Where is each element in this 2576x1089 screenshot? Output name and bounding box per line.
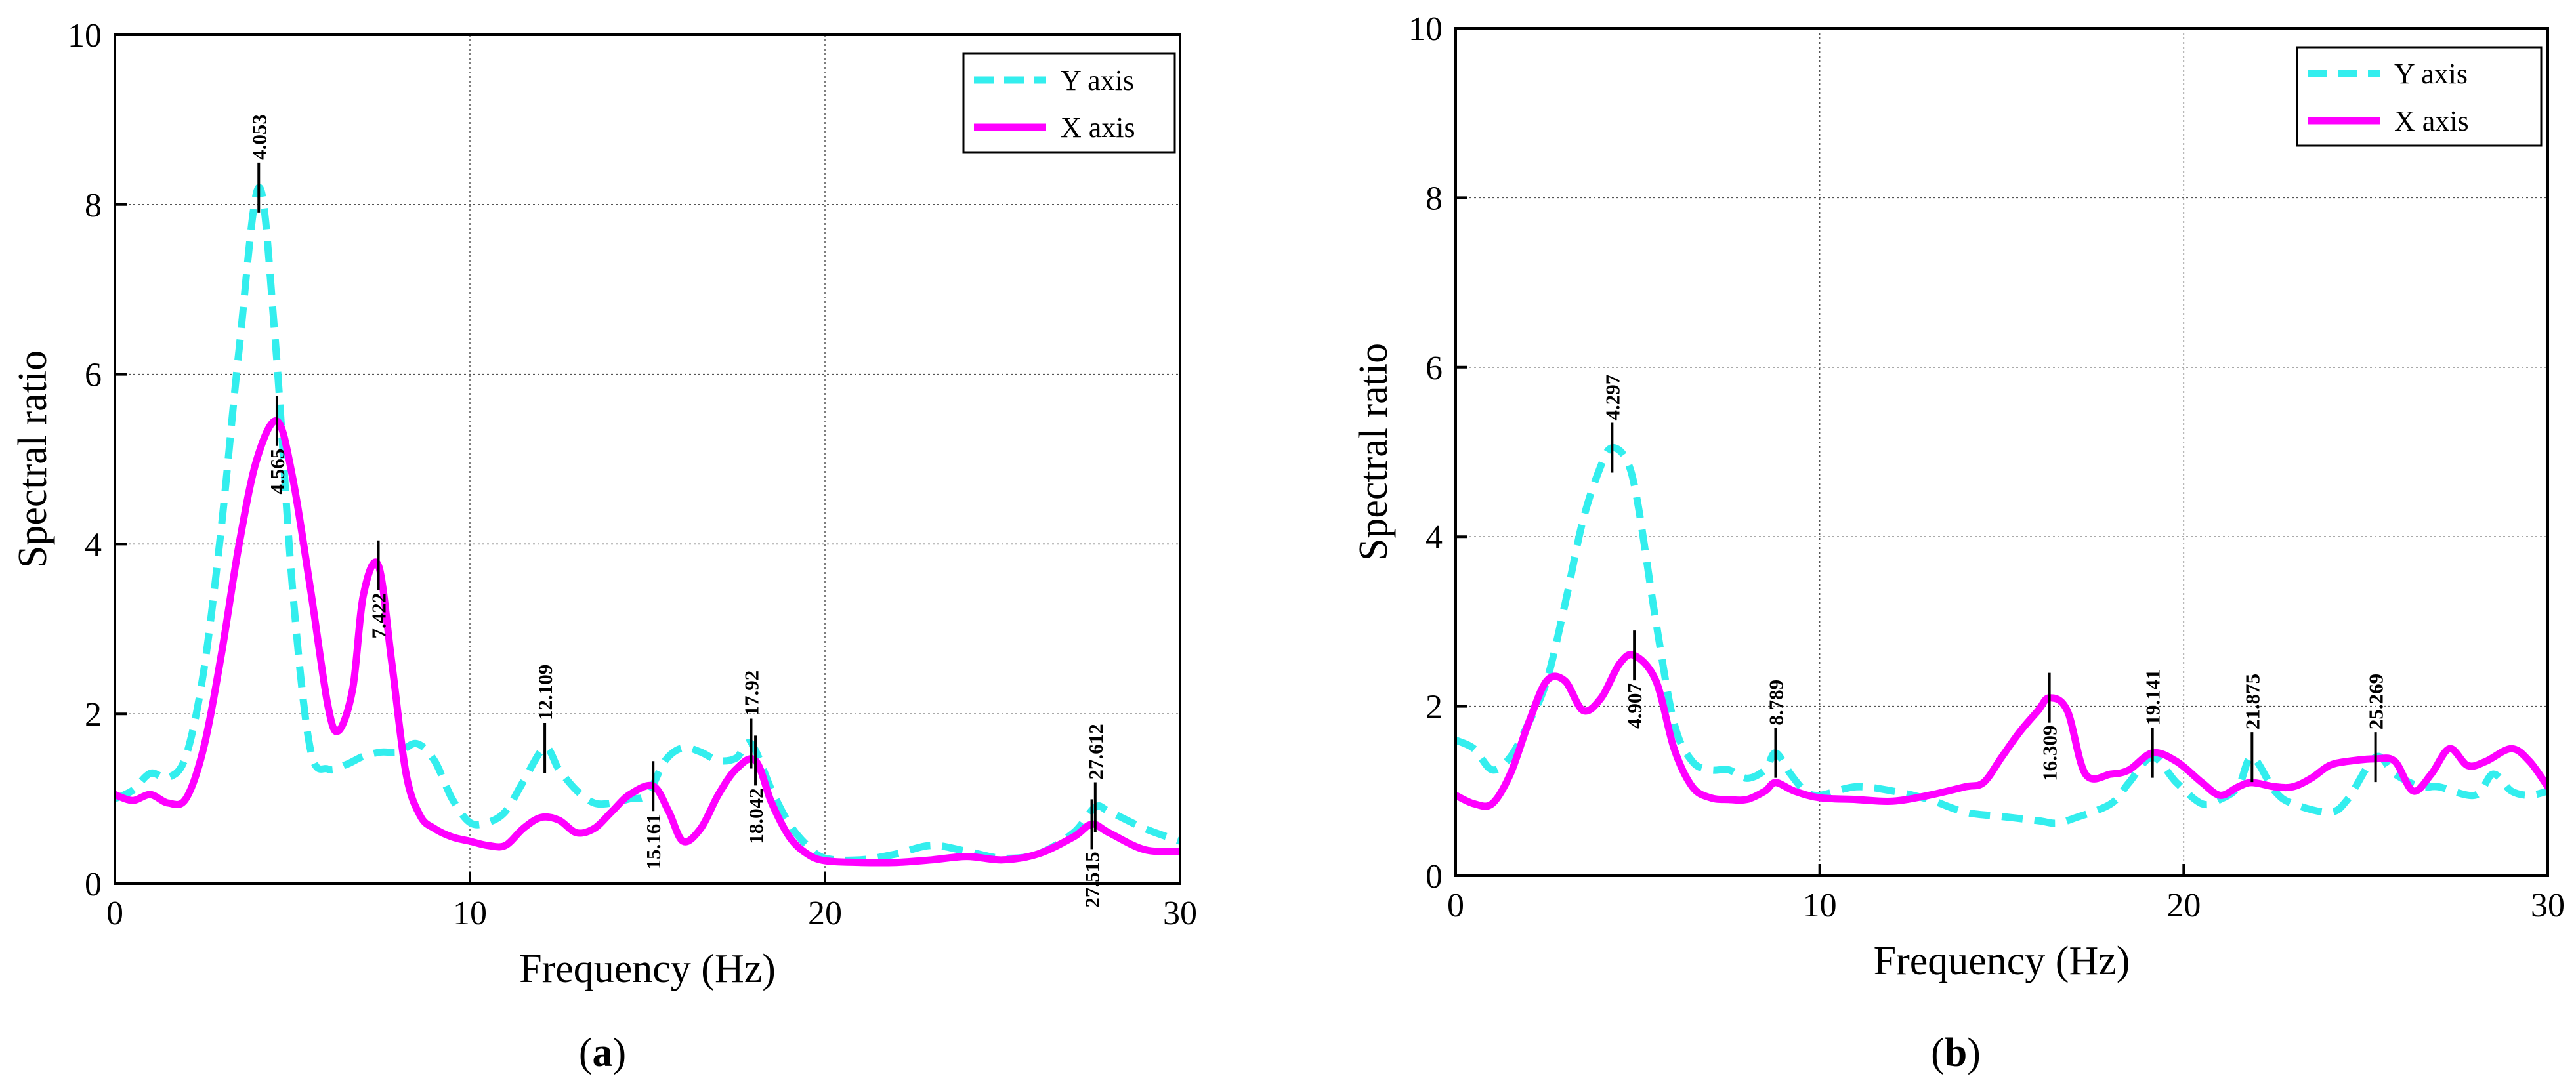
y-tick-label: 6 [1425, 350, 1443, 387]
peak-label: 17.92 [740, 670, 763, 716]
y-tick-label: 10 [1408, 10, 1443, 48]
peak-label: 21.875 [2241, 674, 2264, 729]
legend-box [962, 52, 1176, 154]
y-tick-label: 0 [1425, 858, 1443, 895]
peak-label: 4.907 [1623, 683, 1646, 729]
x-tick-label: 0 [1447, 887, 1464, 924]
plot-frame [114, 33, 1181, 885]
x-tick-label: 30 [2531, 887, 2565, 924]
y-axis-label: Spectral ratio [1351, 343, 1396, 561]
x-tick-label: 10 [1803, 887, 1837, 924]
peak-label: 12.109 [534, 665, 557, 720]
panel-b-series-group [1456, 443, 2548, 827]
peak-label: 27.515 [1081, 852, 1104, 907]
legend: Y axis X axis [2296, 46, 2543, 147]
peak-label: 25.269 [2365, 674, 2388, 729]
y-tick-label: 10 [68, 17, 102, 54]
series-line-y-axis [115, 184, 1180, 864]
peak-label: 18.042 [744, 788, 767, 844]
legend-label: Y axis [1061, 64, 1134, 96]
legend-label: X axis [2394, 105, 2469, 137]
y-tick-label: 6 [85, 357, 102, 394]
peak-label: 15.161 [642, 813, 665, 869]
panel-a-series-group [115, 184, 1180, 867]
y-tick-label: 8 [85, 187, 102, 224]
legend-label: X axis [1061, 112, 1135, 144]
panel-label: (b) [1931, 1031, 1981, 1075]
series-line-x-axis [115, 417, 1180, 867]
legend-label: Y axis [2394, 58, 2468, 90]
y-tick-label: 0 [85, 866, 102, 903]
series-line-x-axis [1456, 651, 2548, 810]
x-axis-label: Frequency (Hz) [1874, 939, 2130, 983]
peak-label: 4.297 [1601, 375, 1624, 421]
y-axis-label: Spectral ratio [11, 350, 55, 568]
y-tick-label: 4 [1425, 519, 1443, 556]
y-tick-label: 2 [85, 696, 102, 733]
peak-label: 16.309 [2038, 726, 2061, 781]
legend: Y axis X axis [962, 52, 1176, 154]
x-tick-label: 0 [106, 895, 123, 932]
peak-label: 4.053 [247, 114, 270, 160]
peak-label: 8.789 [1764, 680, 1787, 726]
chart-panel-b: 4.297 4.907 8.789 16.309 19.141 21.875 25.269 0… [1351, 10, 2565, 1075]
y-tick-label: 2 [1425, 689, 1443, 726]
y-tick-label: 8 [1425, 180, 1443, 217]
panel-label: (a) [579, 1031, 626, 1075]
y-tick-label: 4 [85, 526, 102, 564]
x-tick-label: 10 [453, 895, 487, 932]
peak-label: 19.141 [2142, 669, 2164, 725]
x-axis-label: Frequency (Hz) [519, 947, 776, 991]
peak-label: 4.565 [266, 449, 289, 495]
peak-label: 27.612 [1084, 724, 1107, 779]
peak-label: 7.422 [368, 593, 391, 639]
x-tick-label: 30 [1163, 895, 1197, 932]
chart-panel-a: 4.053 4.565 7.422 12.109 15.161 17.92 18.042 27… [11, 17, 1197, 1075]
x-tick-label: 20 [808, 895, 842, 932]
series-line-y-axis [1456, 443, 2548, 827]
x-tick-label: 20 [2166, 887, 2201, 924]
plot-frame [1454, 27, 2549, 877]
legend-box [2296, 46, 2543, 147]
